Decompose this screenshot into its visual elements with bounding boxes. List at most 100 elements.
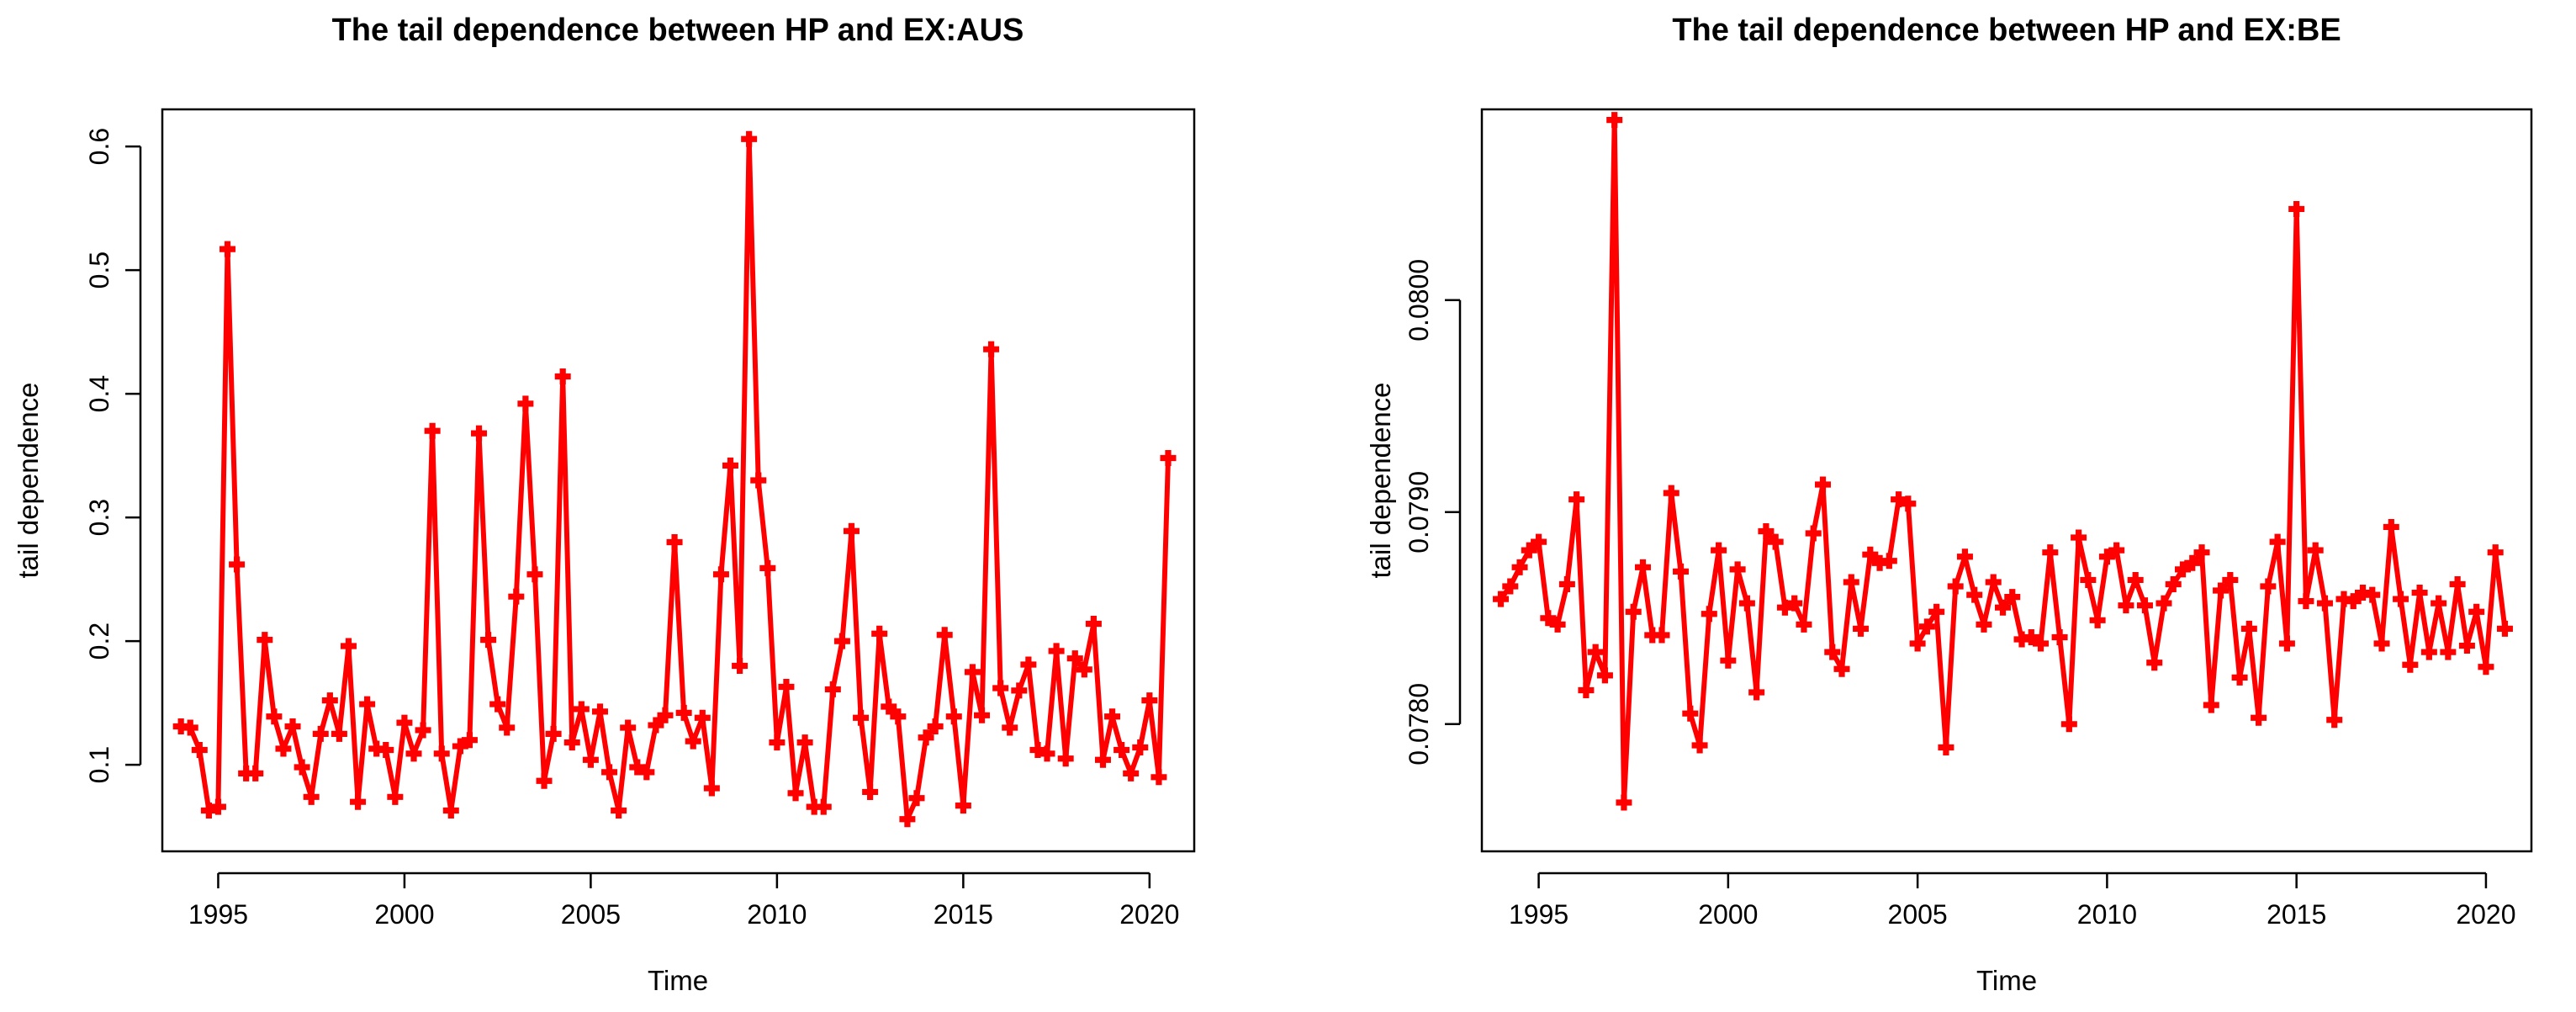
data-point — [461, 732, 478, 749]
data-point — [2478, 659, 2494, 676]
data-point — [1123, 765, 1140, 782]
data-point — [1928, 603, 1945, 620]
data-point — [1057, 750, 1074, 767]
data-point — [517, 395, 534, 412]
data-point — [471, 425, 488, 442]
data-point — [2193, 544, 2210, 561]
data-point — [2335, 591, 2352, 607]
data-point — [629, 759, 646, 776]
data-point — [387, 788, 404, 805]
data-point — [554, 368, 571, 385]
data-point — [1880, 553, 1897, 570]
data-point — [1625, 603, 1642, 620]
y-axis-label: tail dependence — [13, 382, 44, 578]
data-point — [1066, 650, 1083, 667]
y-tick-label: 0.0790 — [1404, 471, 1434, 554]
data-point — [2136, 597, 2153, 614]
data-point — [1113, 741, 1130, 758]
data-point — [2013, 631, 2030, 648]
data-point — [881, 698, 897, 715]
data-point — [1691, 737, 1708, 754]
data-point — [1805, 525, 1822, 542]
data-point — [1076, 661, 1092, 678]
data-point — [983, 341, 1000, 358]
data-point — [2383, 518, 2399, 535]
data-point — [312, 725, 329, 742]
data-point — [2071, 529, 2087, 546]
y-tick-label: 0.0780 — [1404, 683, 1434, 766]
data-point — [2080, 571, 2097, 588]
data-point — [257, 632, 273, 649]
data-point — [1150, 769, 1167, 786]
data-point — [2373, 635, 2390, 652]
data-point — [657, 707, 674, 723]
x-tick-label: 2020 — [2456, 899, 2515, 930]
data-point — [1918, 618, 1935, 635]
data-point — [1568, 491, 1585, 508]
data-point — [340, 638, 357, 654]
data-point — [582, 751, 599, 768]
data-point — [815, 798, 832, 815]
data-point — [2393, 591, 2409, 607]
data-point — [2231, 669, 2248, 686]
data-point — [992, 680, 1009, 697]
data-point — [2355, 585, 2372, 601]
data-point — [2089, 612, 2106, 628]
data-point — [666, 534, 683, 550]
data-point — [331, 725, 347, 742]
data-point — [1956, 548, 1973, 565]
data-point — [2326, 712, 2343, 729]
data-point — [2251, 709, 2267, 726]
chart-title: The tail dependence between HP and EX:AU… — [332, 13, 1024, 48]
data-point — [2260, 578, 2277, 595]
data-point — [787, 785, 804, 802]
data-point — [2240, 620, 2257, 637]
data-point — [1738, 595, 1755, 612]
data-point — [759, 559, 776, 576]
data-point — [1862, 546, 1879, 563]
data-point — [1085, 616, 1102, 633]
x-tick-label: 1995 — [188, 899, 248, 930]
data-point — [591, 703, 608, 720]
data-point — [1682, 705, 1699, 722]
data-point — [927, 718, 944, 735]
data-point — [1606, 112, 1623, 129]
data-point — [2165, 575, 2182, 592]
data-point — [1540, 610, 1557, 627]
data-point — [945, 708, 962, 725]
data-point — [2108, 542, 2125, 559]
data-point — [1814, 476, 1831, 493]
data-point — [611, 802, 627, 819]
data-point — [2213, 582, 2230, 599]
x-tick-label: 2015 — [2267, 899, 2326, 930]
data-point — [2411, 585, 2428, 601]
data-point — [843, 522, 860, 539]
data-point — [1020, 656, 1037, 673]
data-point — [442, 802, 459, 819]
y-tick-label: 0.6 — [84, 128, 114, 165]
data-point — [573, 701, 590, 718]
data-point — [350, 793, 367, 810]
data-point — [209, 798, 226, 815]
data-point — [1616, 794, 1632, 811]
data-point — [2307, 542, 2324, 559]
data-point — [1701, 606, 1717, 623]
y-axis-label: tail dependence — [1365, 382, 1396, 578]
data-point — [172, 718, 189, 735]
data-point — [508, 588, 525, 605]
data-point — [1653, 627, 1670, 644]
data-point — [2345, 593, 2362, 610]
data-point — [620, 719, 637, 736]
data-point — [2269, 533, 2286, 550]
data-point — [1748, 684, 1765, 701]
data-point — [238, 765, 255, 782]
data-point — [1720, 652, 1737, 669]
data-point — [1104, 708, 1121, 725]
x-tick-label: 2020 — [1119, 899, 1179, 930]
y-tick-label: 0.4 — [84, 375, 114, 412]
data-point — [2146, 654, 2163, 671]
plot-frame — [1480, 108, 2533, 853]
data-point — [247, 765, 264, 782]
data-point — [806, 798, 823, 815]
